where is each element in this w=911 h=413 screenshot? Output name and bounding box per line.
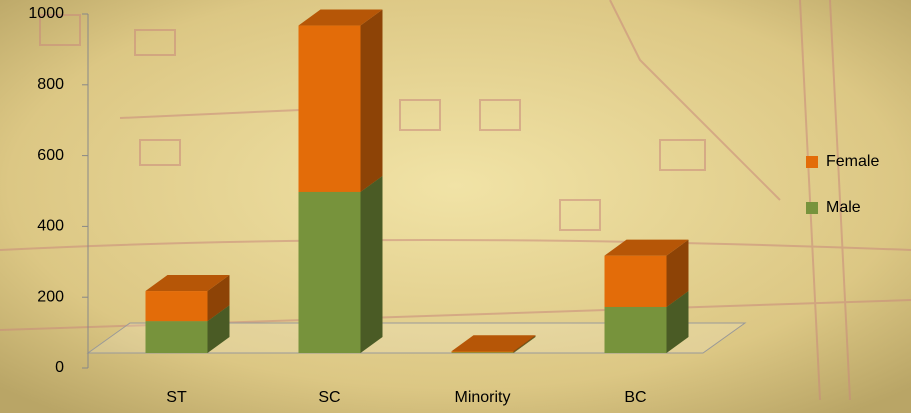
y-tick-label: 800 bbox=[37, 76, 64, 93]
bar bbox=[451, 352, 514, 353]
bar-top bbox=[451, 335, 536, 352]
x-tick-label: ST bbox=[166, 389, 187, 406]
bar bbox=[604, 255, 667, 307]
x-tick-label: Minority bbox=[454, 389, 510, 406]
bar-side bbox=[207, 275, 230, 322]
legend-label: Male bbox=[826, 199, 861, 216]
y-tick-label: 0 bbox=[55, 359, 64, 376]
bar-side bbox=[513, 335, 536, 353]
y-tick-label: 600 bbox=[37, 147, 64, 164]
bar-top bbox=[604, 239, 689, 256]
y-tick-label: 200 bbox=[37, 288, 64, 305]
legend-label: Female bbox=[826, 153, 879, 170]
legend-swatch bbox=[806, 202, 818, 214]
bar bbox=[298, 25, 361, 192]
bar-side bbox=[360, 9, 383, 192]
x-tick-label: BC bbox=[624, 389, 646, 406]
legend-swatch bbox=[806, 156, 818, 168]
x-tick-label: SC bbox=[318, 389, 340, 406]
y-tick-label: 1000 bbox=[28, 5, 64, 22]
bar-top bbox=[145, 275, 230, 292]
bar bbox=[145, 291, 208, 322]
bar bbox=[451, 351, 514, 353]
y-tick-label: 400 bbox=[37, 218, 64, 235]
bar-side bbox=[666, 290, 689, 353]
bar bbox=[145, 321, 208, 353]
bar bbox=[604, 306, 667, 353]
bar bbox=[298, 191, 361, 353]
bar-side bbox=[207, 305, 230, 353]
bar-side bbox=[513, 336, 536, 353]
bar-top bbox=[298, 9, 383, 26]
bar-side bbox=[360, 175, 383, 353]
bar-side bbox=[666, 239, 689, 307]
